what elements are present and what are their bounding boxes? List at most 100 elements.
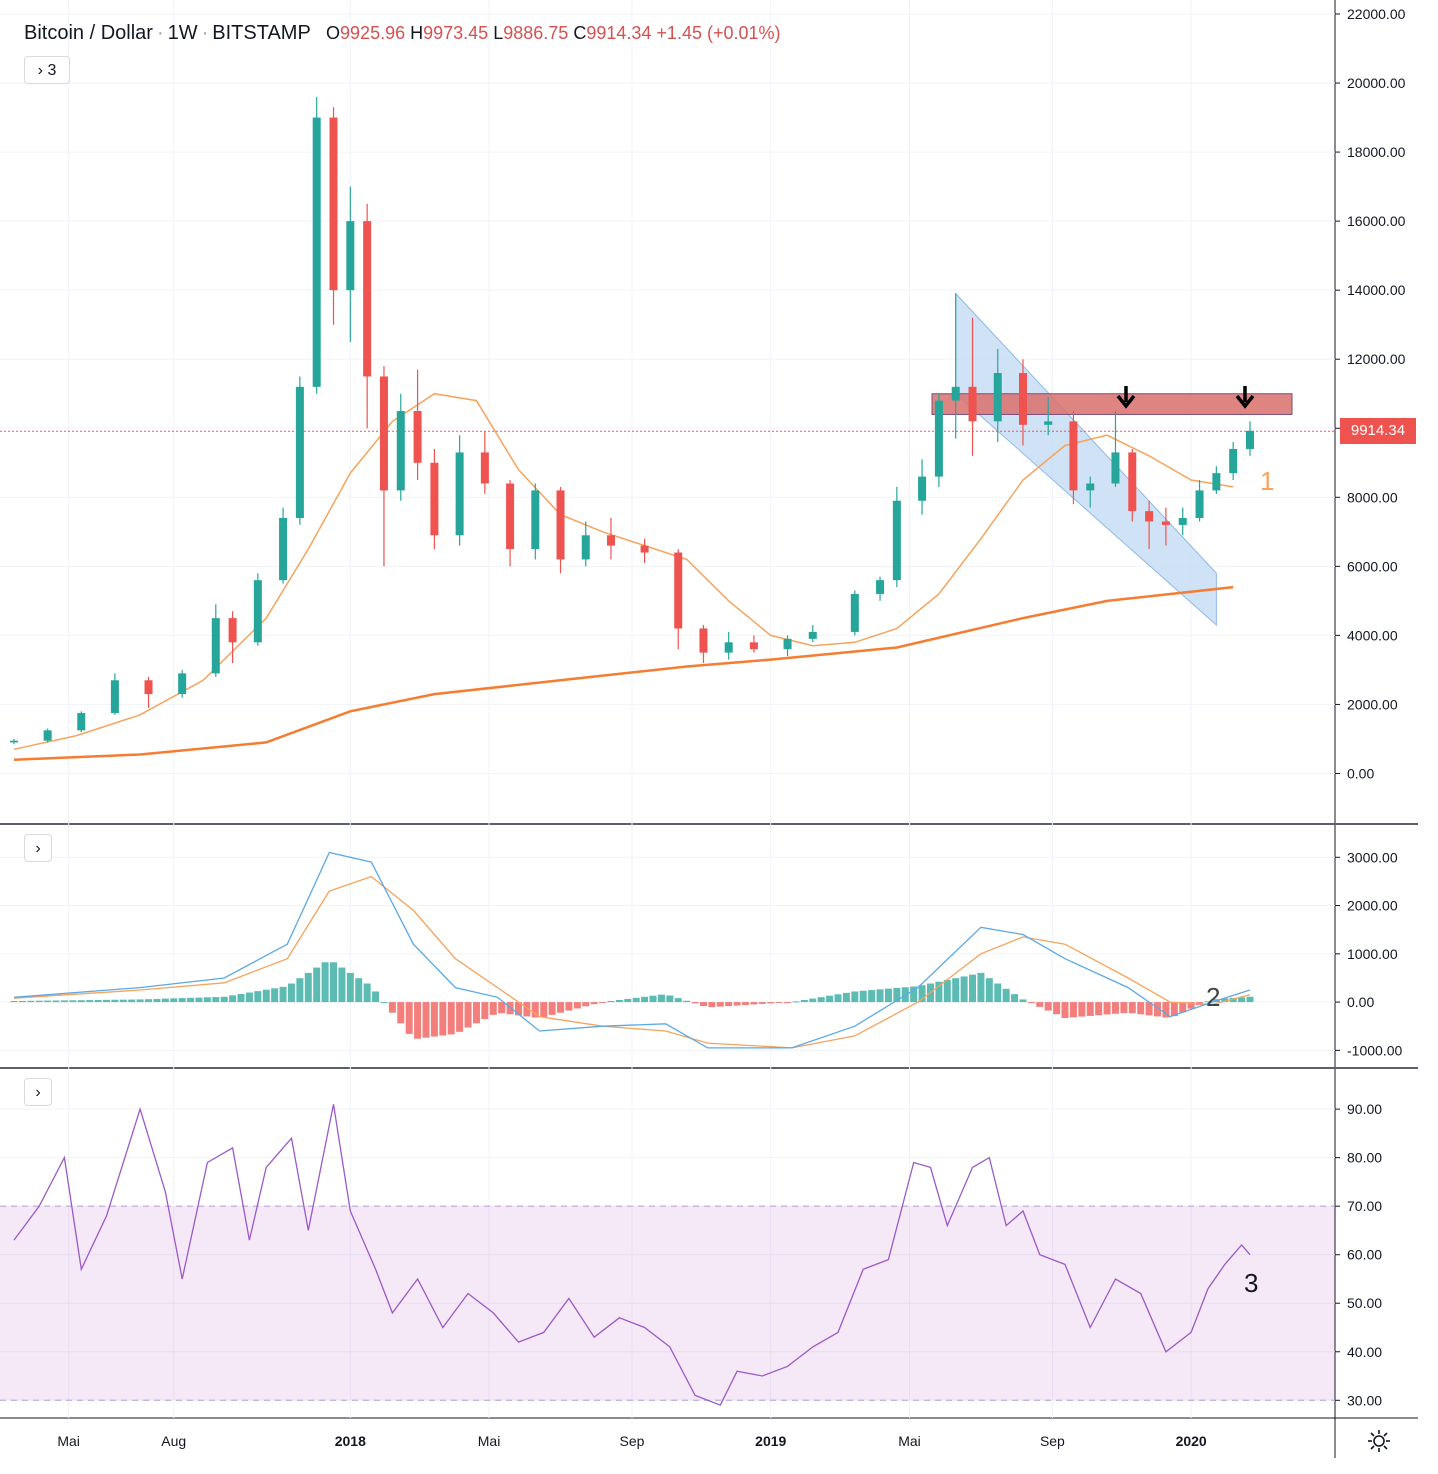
macd-histogram-bar	[489, 1002, 497, 1015]
close-value: 9914.34	[586, 23, 652, 43]
macd-histogram-bar	[363, 983, 371, 1003]
macd-histogram-bar	[893, 987, 901, 1003]
exchange-label: BITSTAMP	[212, 22, 311, 44]
candle-body	[253, 580, 262, 643]
macd-histogram-bar	[943, 979, 951, 1003]
macd-histogram-bar	[86, 1000, 94, 1003]
macd-histogram-bar	[758, 1002, 766, 1004]
candle-body	[951, 386, 960, 401]
macd-histogram-bar	[1086, 1002, 1094, 1016]
macd-histogram-bar	[1120, 1002, 1128, 1014]
y-tick-label: 6000.00	[1347, 558, 1398, 574]
indicator-count: 3	[47, 62, 57, 79]
macd-pane-toggle-button[interactable]: ›	[24, 834, 52, 862]
macd-histogram-bar	[10, 1001, 18, 1003]
macd-histogram-bar	[145, 999, 153, 1003]
candle-body	[1246, 430, 1254, 449]
macd-histogram-bar	[245, 992, 253, 1003]
candle-body	[1195, 490, 1204, 519]
macd-histogram-bar	[430, 1002, 438, 1037]
candle-body	[749, 642, 758, 650]
macd-histogram-bar	[876, 989, 884, 1003]
macd-histogram-bar	[691, 1002, 699, 1004]
macd-histogram-bar	[170, 998, 178, 1003]
macd-histogram-bar	[666, 995, 674, 1003]
y-tick-label: 90.00	[1347, 1101, 1382, 1117]
macd-histogram-bar	[590, 1002, 598, 1005]
candle-body	[783, 638, 792, 650]
macd-histogram-bar	[607, 1001, 615, 1003]
macd-histogram-bar	[573, 1002, 581, 1009]
x-tick-label: Sep	[1040, 1433, 1065, 1449]
macd-histogram-bar	[279, 986, 287, 1003]
macd-histogram-bar	[657, 994, 665, 1003]
candle-body	[43, 730, 52, 741]
macd-histogram-bar	[565, 1002, 573, 1011]
candle-body	[934, 400, 943, 477]
candle-body	[918, 476, 927, 501]
macd-histogram-bar	[809, 998, 817, 1003]
candle-body	[346, 221, 355, 291]
macd-histogram-bar	[380, 1002, 388, 1004]
y-tick-label: 60.00	[1347, 1247, 1382, 1263]
macd-histogram-bar	[94, 999, 102, 1003]
ma-long-line	[13, 585, 1234, 761]
candle-body	[430, 462, 439, 536]
candle-body	[968, 386, 977, 422]
x-tick-label: Mai	[478, 1433, 501, 1449]
candle-body	[993, 373, 1002, 422]
candle-body	[1229, 448, 1238, 474]
macd-histogram-bar	[557, 1002, 565, 1013]
close-label: C	[573, 23, 587, 43]
macd-histogram-bar	[422, 1002, 430, 1038]
macd-histogram-bar	[44, 1000, 52, 1003]
macd-histogram-bar	[203, 997, 211, 1003]
y-tick-label: 2000.00	[1347, 898, 1398, 914]
macd-histogram-bar	[1111, 1002, 1119, 1014]
macd-histogram-bar	[1078, 1002, 1086, 1017]
macd-histogram-bar	[464, 1002, 472, 1028]
macd-histogram-bar	[27, 1000, 35, 1003]
candle-body	[1111, 452, 1120, 484]
indicators-toggle-button[interactable]: › 3	[24, 56, 70, 84]
macd-histogram-bar	[405, 1002, 413, 1034]
macd-histogram-bar	[884, 988, 892, 1003]
rsi-band	[0, 1206, 1335, 1401]
macd-histogram-bar	[784, 1002, 792, 1004]
candle-body	[228, 618, 237, 643]
macd-histogram-bar	[868, 990, 876, 1003]
macd-histogram-bar	[834, 994, 842, 1003]
macd-histogram-bar	[1069, 1002, 1077, 1018]
macd-histogram-bar	[1095, 1002, 1103, 1016]
gear-icon[interactable]	[1366, 1428, 1392, 1454]
high-value: 9973.45	[423, 23, 489, 43]
macd-histogram-bar	[683, 1000, 691, 1003]
macd-histogram-bar	[111, 999, 119, 1003]
macd-histogram-bar	[817, 997, 825, 1003]
y-tick-label: -1000.00	[1347, 1042, 1402, 1058]
macd-histogram-bar	[548, 1002, 556, 1015]
macd-histogram-bar	[52, 1000, 60, 1003]
candle-body	[312, 117, 321, 387]
rsi-line	[13, 1104, 1251, 1406]
symbol-name[interactable]: Bitcoin / Dollar	[24, 22, 153, 44]
macd-line	[13, 851, 1251, 1049]
macd-histogram-bar	[313, 967, 321, 1003]
candle-body	[329, 117, 338, 291]
macd-histogram-bar	[355, 978, 363, 1003]
y-tick-label: 70.00	[1347, 1198, 1382, 1214]
macd-histogram-bar	[1246, 996, 1254, 1003]
macd-histogram-bar	[851, 991, 859, 1003]
macd-histogram-bar	[372, 991, 380, 1003]
macd-histogram-bar	[935, 981, 943, 1003]
candle-body	[211, 618, 220, 674]
rsi-pane-toggle-button[interactable]: ›	[24, 1078, 52, 1106]
change-value: +1.45 (+0.01%)	[656, 23, 781, 43]
candle-body	[606, 535, 615, 546]
candle-body	[10, 740, 18, 743]
interval-label[interactable]: 1W	[167, 22, 198, 44]
ohlc-readout: O9925.96 H9973.45 L9886.75 C9914.34 +1.4…	[326, 23, 781, 43]
macd-histogram-bar	[128, 999, 136, 1003]
high-label: H	[410, 23, 424, 43]
macd-histogram-bar	[447, 1002, 455, 1035]
